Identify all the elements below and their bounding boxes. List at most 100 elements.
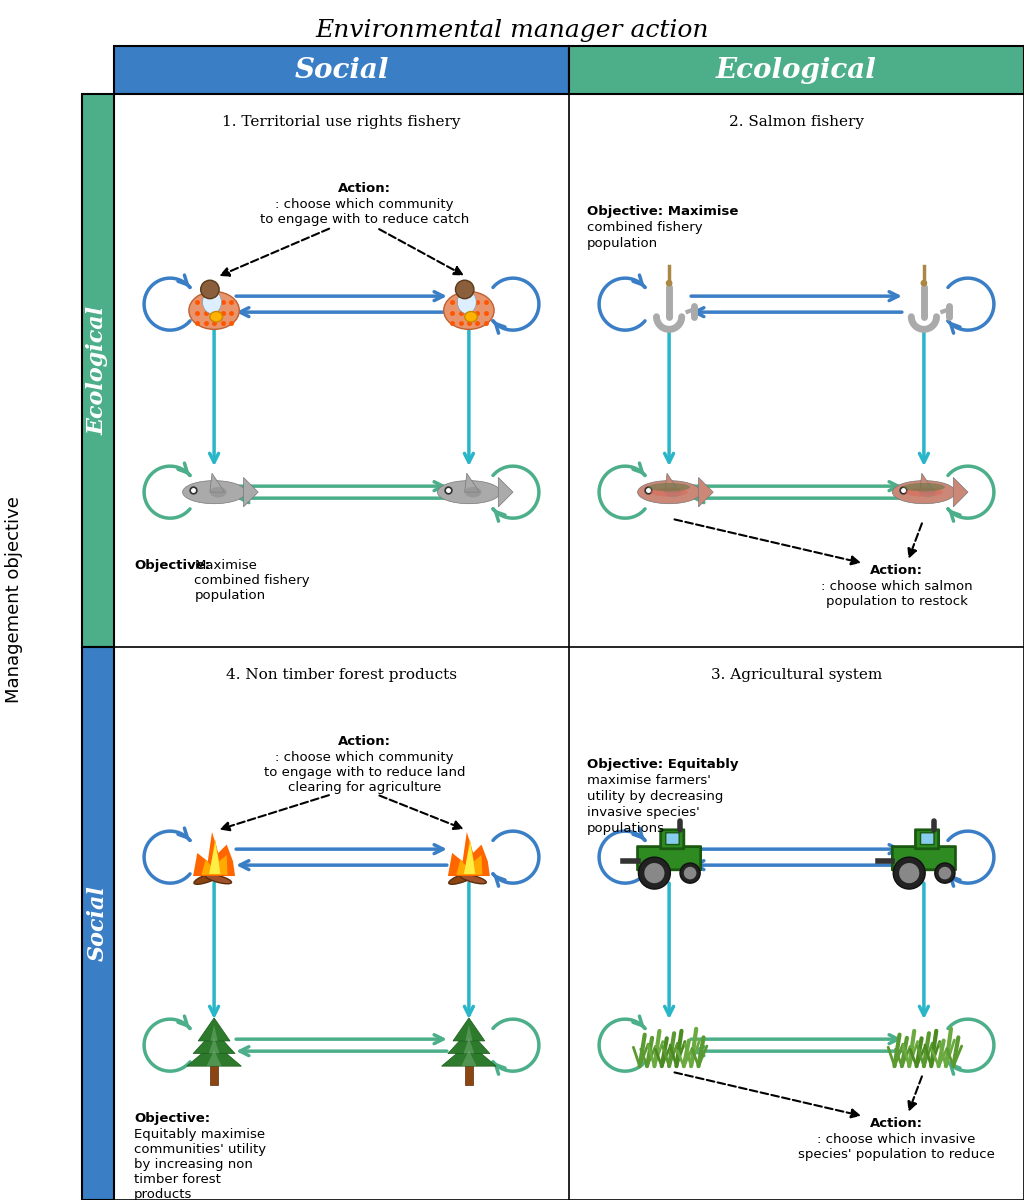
Text: Social: Social [294,56,389,84]
Text: Maximise
combined fishery
population: Maximise combined fishery population [195,558,310,601]
Text: Objective: Equitably: Objective: Equitably [587,757,738,770]
Circle shape [893,857,925,889]
Ellipse shape [188,292,240,329]
Text: invasive species': invasive species' [587,805,699,818]
Ellipse shape [465,312,477,322]
Text: Objective:: Objective: [134,558,210,571]
Text: : choose which invasive
species' population to reduce: : choose which invasive species' populat… [798,1133,995,1162]
Text: combined fishery: combined fishery [587,221,702,234]
Bar [465,1064,473,1085]
Polygon shape [465,1025,473,1040]
Circle shape [684,866,696,880]
Bar [114,94,1024,1200]
Ellipse shape [892,481,955,504]
Ellipse shape [458,290,476,313]
Polygon shape [441,1043,497,1066]
Polygon shape [210,473,224,492]
Polygon shape [207,1050,221,1066]
Polygon shape [447,832,489,876]
Polygon shape [198,1018,230,1040]
Ellipse shape [210,487,226,498]
Ellipse shape [182,481,246,504]
Text: : choose which community
to engage with to reduce catch: : choose which community to engage with … [260,198,469,227]
Ellipse shape [648,482,690,491]
Polygon shape [186,1043,242,1066]
Polygon shape [447,1031,489,1054]
Ellipse shape [665,487,682,498]
Text: Ecological: Ecological [87,306,109,436]
Ellipse shape [903,482,945,491]
Ellipse shape [443,292,495,329]
Polygon shape [465,473,479,492]
Text: population: population [587,236,658,250]
Polygon shape [453,1018,484,1040]
Ellipse shape [437,481,501,504]
FancyBboxPatch shape [915,830,939,848]
Polygon shape [209,1038,219,1054]
Polygon shape [499,478,513,506]
Polygon shape [462,1050,476,1066]
Text: populations: populations [587,822,665,835]
Circle shape [201,281,219,299]
Text: : choose which salmon
population to restock: : choose which salmon population to rest… [821,580,973,608]
Circle shape [456,281,474,299]
Text: Objective: Maximise: Objective: Maximise [587,204,738,217]
Circle shape [638,857,671,889]
Text: Equitably maximise
communities' utility
by increasing non
timber forest
products: Equitably maximise communities' utility … [134,1128,266,1200]
Text: Social: Social [87,886,109,961]
Bar [210,1064,218,1085]
Ellipse shape [205,874,231,883]
FancyBboxPatch shape [638,846,700,870]
Circle shape [680,863,700,883]
Bar [82,94,114,647]
Ellipse shape [650,487,688,497]
Text: maximise farmers': maximise farmers' [587,774,711,787]
Text: Action:: Action: [870,1117,923,1130]
FancyBboxPatch shape [666,833,679,845]
Circle shape [899,863,920,883]
Text: : choose which community
to engage with to reduce land
clearing for agriculture: : choose which community to engage with … [263,751,465,794]
Text: Action:: Action: [338,736,391,749]
Circle shape [644,863,665,883]
Polygon shape [202,839,227,875]
Polygon shape [698,478,713,506]
Ellipse shape [905,487,943,497]
Text: 4. Non timber forest products: 4. Non timber forest products [226,668,457,682]
Bar [569,46,1024,94]
Text: Action:: Action: [870,564,923,577]
Text: Environmental manager action: Environmental manager action [315,19,709,42]
FancyBboxPatch shape [892,846,955,870]
Circle shape [921,280,928,287]
Text: utility by decreasing: utility by decreasing [587,790,723,803]
Ellipse shape [460,874,486,883]
Circle shape [939,866,951,880]
Text: Objective:: Objective: [134,1111,210,1124]
Text: Action:: Action: [338,182,391,196]
Polygon shape [210,1025,218,1040]
Circle shape [935,863,955,883]
Polygon shape [194,832,236,876]
Polygon shape [457,839,482,875]
FancyBboxPatch shape [921,833,934,845]
Circle shape [666,280,673,287]
Polygon shape [953,478,968,506]
Bar [82,647,114,1200]
Text: Ecological: Ecological [716,56,877,84]
Polygon shape [194,1031,236,1054]
Ellipse shape [638,481,700,504]
Bar [114,46,569,94]
Polygon shape [209,842,220,874]
Polygon shape [665,473,680,492]
FancyBboxPatch shape [660,830,684,848]
Polygon shape [244,478,258,506]
Polygon shape [920,473,934,492]
Ellipse shape [203,290,221,313]
Ellipse shape [449,872,476,884]
Text: 2. Salmon fishery: 2. Salmon fishery [729,115,864,128]
Ellipse shape [920,487,937,498]
Ellipse shape [465,487,481,498]
Text: 3. Agricultural system: 3. Agricultural system [711,668,882,682]
Polygon shape [464,1038,474,1054]
Text: Management objective: Management objective [5,497,23,703]
Ellipse shape [194,872,221,884]
